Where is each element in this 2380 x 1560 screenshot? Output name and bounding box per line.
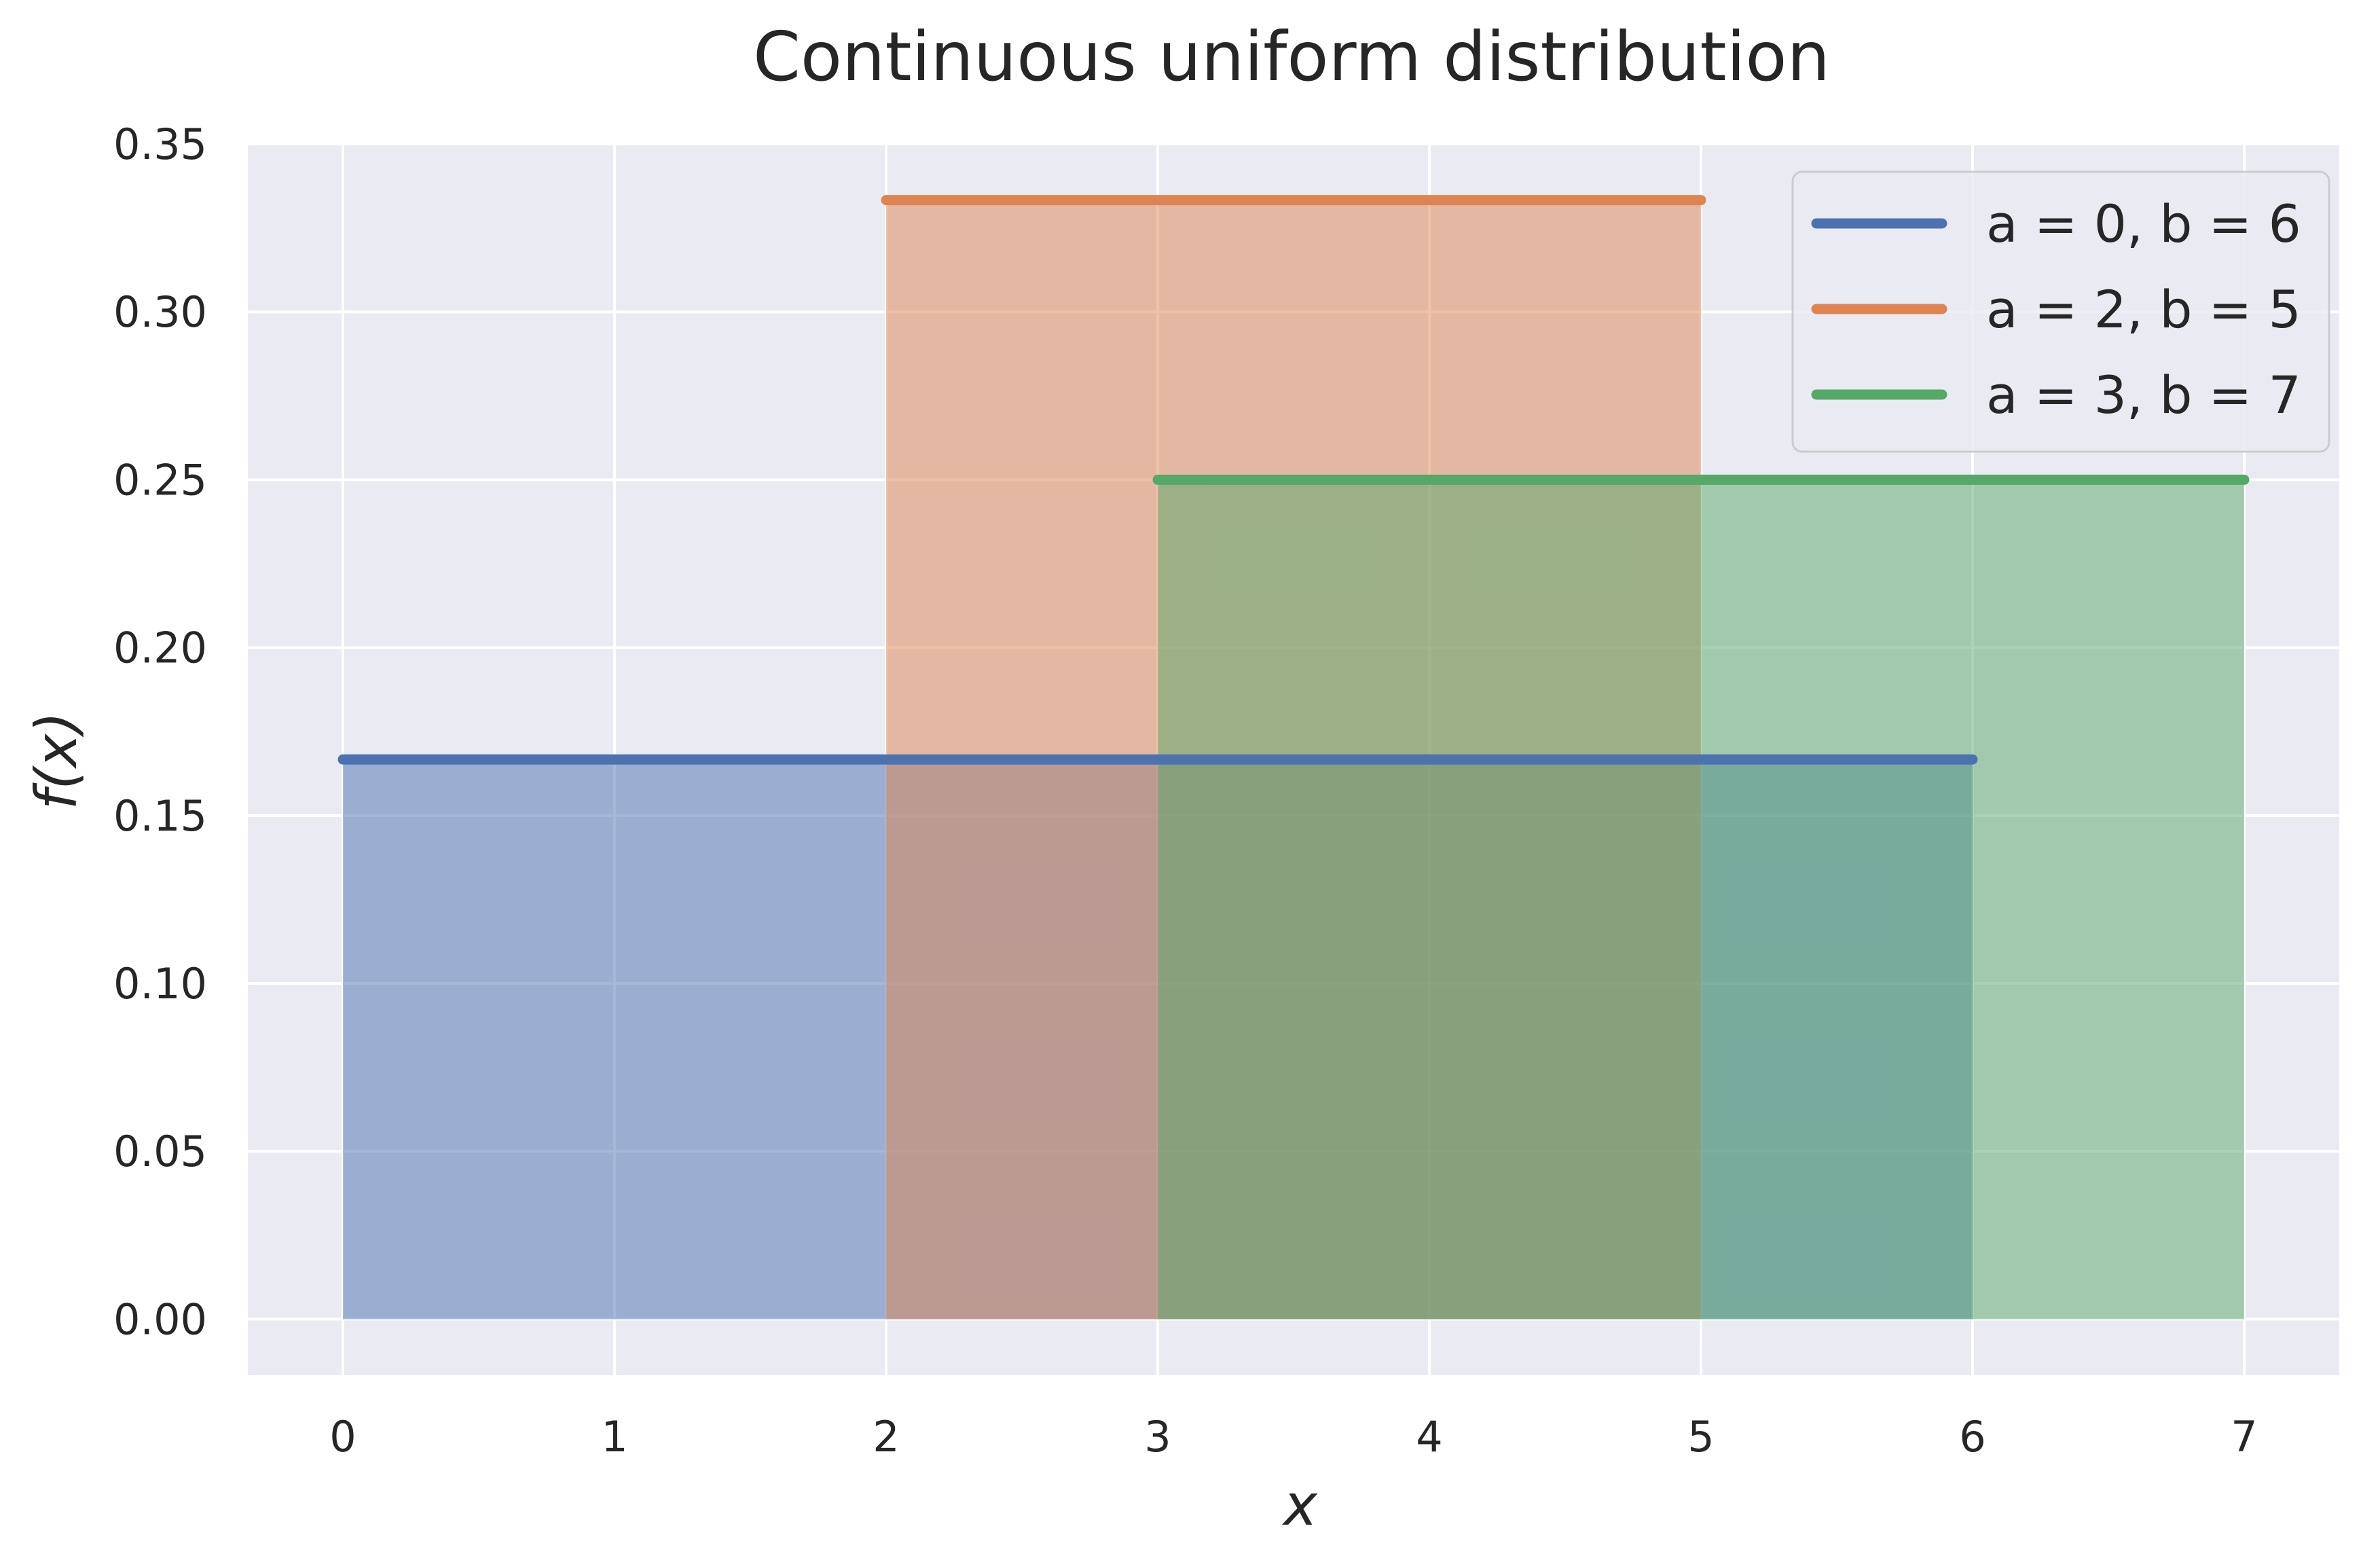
x-tick-labels: 0 1 2 3 4 5 6 7 <box>329 1412 2257 1462</box>
legend-frame <box>1791 170 2330 453</box>
x-tick-label-5: 5 <box>1687 1412 1714 1462</box>
legend-label-1: a = 2, b = 5 <box>1986 279 2301 340</box>
y-tick-label-3: 0.15 <box>113 791 207 841</box>
x-tick-label-0: 0 <box>329 1412 356 1462</box>
distribution-lines <box>337 195 2250 765</box>
x-tick-label-2: 2 <box>873 1412 899 1462</box>
y-tick-label-5: 0.25 <box>113 455 207 505</box>
y-axis-label: f(x) <box>23 712 90 810</box>
series-fill-2 <box>1158 479 2244 1320</box>
chart-title: Continuous uniform distribution <box>753 17 1830 96</box>
x-tick-label-1: 1 <box>601 1412 627 1462</box>
x-tick-label-6: 6 <box>1959 1412 1985 1462</box>
x-axis-label: x <box>1281 1472 1318 1538</box>
y-tick-labels: 0.00 0.05 0.10 0.15 0.20 0.25 0.30 0.35 <box>113 120 207 1344</box>
y-tick-label-0: 0.00 <box>113 1294 207 1344</box>
x-tick-label-3: 3 <box>1144 1412 1171 1462</box>
legend-label-0: a = 0, b = 6 <box>1986 194 2301 254</box>
y-tick-label-1: 0.05 <box>113 1127 207 1176</box>
y-tick-label-6: 0.30 <box>113 287 207 337</box>
y-tick-label-2: 0.10 <box>113 959 207 1009</box>
legend: a = 0, b = 6 a = 2, b = 5 a = 3, b = 7 <box>1791 170 2330 453</box>
x-tick-label-4: 4 <box>1416 1412 1442 1462</box>
x-tick-label-7: 7 <box>2231 1412 2257 1462</box>
legend-label-2: a = 3, b = 7 <box>1986 365 2301 425</box>
y-tick-label-7: 0.35 <box>113 120 207 169</box>
y-tick-label-4: 0.20 <box>113 623 207 673</box>
